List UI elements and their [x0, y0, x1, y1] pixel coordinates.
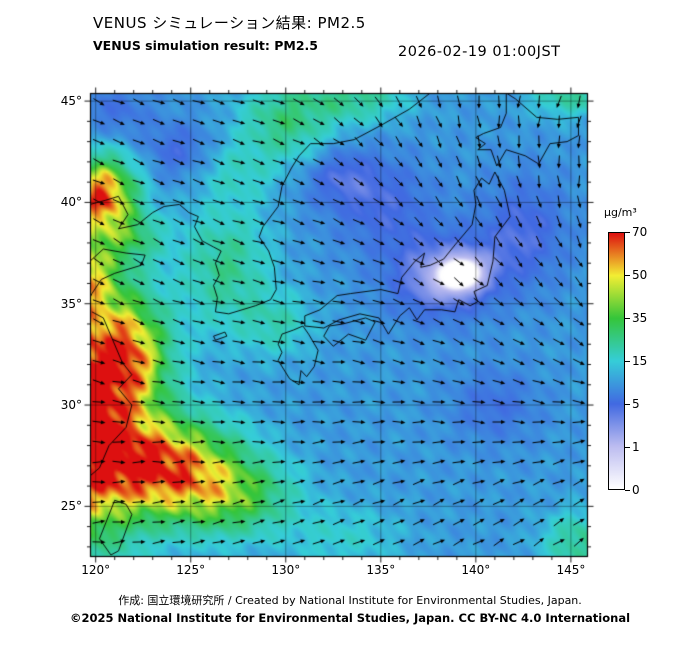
colorbar-tick-mark	[625, 275, 630, 276]
colorbar-tick-mark	[625, 490, 630, 491]
map-area	[82, 85, 596, 565]
lon-axis-label: 135°	[366, 563, 396, 577]
lon-axis-label: 130°	[271, 563, 301, 577]
colorbar: µg/m³ 70 50 35 15 5 1 0	[598, 206, 698, 516]
license-line: ©2025 National Institute for Environment…	[69, 611, 631, 625]
colorbar-tick-label: 50	[632, 268, 648, 282]
lon-axis-label: 145°	[556, 563, 586, 577]
colorbar-tick-mark	[625, 361, 630, 362]
colorbar-tick-label: 35	[632, 311, 648, 325]
lat-axis-label: 45°	[60, 94, 82, 109]
colorbar-tick-label: 70	[632, 225, 648, 239]
page-title-english: VENUS simulation result: PM2.5	[93, 38, 318, 53]
colorbar-tick-mark	[625, 232, 630, 233]
lat-axis-label: 40°	[60, 195, 82, 210]
colorbar-tick-label: 1	[632, 440, 640, 454]
colorbar-tick-mark	[625, 318, 630, 319]
lat-axis-label: 30°	[60, 398, 82, 413]
colorbar-tick-mark	[625, 404, 630, 405]
credit-line: 作成: 国立環境研究所 / Created by National Instit…	[118, 594, 582, 607]
lon-axis-label: 140°	[461, 563, 491, 577]
lon-axis-label: 120°	[81, 563, 111, 577]
lon-axis-label: 125°	[176, 563, 206, 577]
simulation-timestamp: 2026-02-19 01:00JST	[398, 44, 561, 60]
page-title-japanese: VENUS シミュレーション結果: PM2.5	[93, 14, 366, 32]
colorbar-tick-mark	[625, 447, 630, 448]
lat-axis-label: 35°	[60, 296, 82, 311]
colorbar-tick-label: 0	[632, 483, 640, 497]
colorbar-tick-label: 15	[632, 354, 648, 368]
colorbar-gradient	[608, 232, 625, 490]
colorbar-unit-label: µg/m³	[604, 206, 637, 219]
colorbar-tick-label: 5	[632, 397, 640, 411]
lat-axis-label: 25°	[60, 499, 82, 514]
pm25-concentration-map	[82, 85, 596, 565]
